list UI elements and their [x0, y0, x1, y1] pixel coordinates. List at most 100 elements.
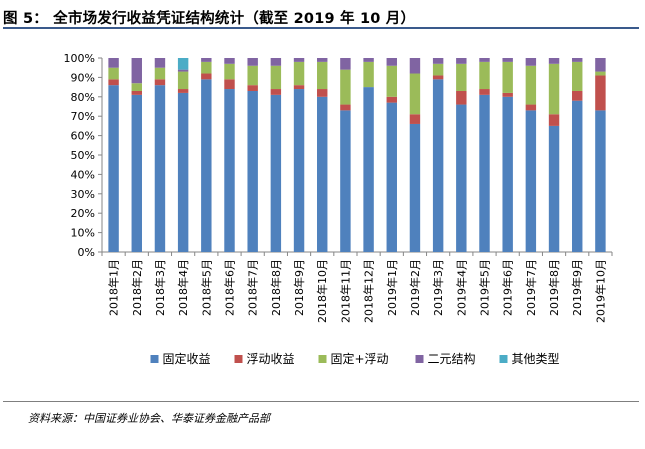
bar-segment-0 — [548, 125, 560, 252]
bar-segment-2 — [386, 65, 397, 97]
bar-segment-1 — [317, 89, 328, 97]
bar-segment-0 — [525, 110, 537, 252]
x-tick-label: 2018年2月 — [130, 259, 144, 316]
legend-label: 二元结构 — [428, 351, 476, 366]
x-tick-label: 2018年12月 — [362, 259, 376, 323]
bar-segment-0 — [201, 79, 212, 252]
bar-segment-1 — [177, 89, 189, 93]
y-tick-label: 40% — [71, 168, 95, 181]
bar-segment-1 — [154, 79, 166, 86]
bar-segment-2 — [456, 63, 467, 91]
bar-segment-2 — [131, 83, 142, 91]
legend-label: 浮动收益 — [247, 352, 295, 366]
x-tick-label: 2018年4月 — [176, 259, 190, 316]
y-tick-label: 70% — [71, 110, 95, 123]
y-tick-label: 50% — [71, 149, 95, 162]
bar-segment-0 — [154, 85, 166, 252]
bar-segment-0 — [247, 90, 258, 252]
bar-segment-0 — [317, 96, 328, 252]
legend-swatch-4 — [499, 355, 508, 363]
bar-segment-2 — [595, 71, 606, 76]
bar-segment-3 — [548, 58, 560, 64]
legend-swatch-2 — [318, 355, 327, 363]
x-tick-label: 2018年7月 — [246, 259, 260, 316]
bar-segment-2 — [201, 61, 212, 74]
bar-segment-2 — [548, 63, 560, 115]
bar-segment-1 — [131, 90, 142, 95]
x-tick-label: 2019年7月 — [524, 259, 538, 316]
bar-segment-3 — [224, 58, 235, 64]
bar-segment-1 — [525, 104, 537, 111]
bar-segment-1 — [386, 96, 397, 103]
bar-segment-0 — [340, 110, 351, 252]
bar-segment-3 — [154, 58, 166, 68]
bar-segment-3 — [479, 58, 490, 62]
legend-swatch-1 — [234, 355, 243, 363]
y-tick-label: 10% — [71, 227, 95, 240]
bar-segment-0 — [224, 89, 235, 252]
bar-segment-1 — [270, 89, 282, 95]
bar-segment-1 — [502, 92, 513, 97]
bar-segment-3 — [363, 58, 374, 62]
chart-area: 0% 10% 20% 30% 40% 50% 60% 70% 80% 90% 100% 2018年1月… — [0, 30, 645, 410]
x-tick-label: 2019年1月 — [385, 259, 399, 316]
x-tick-label: 2018年8月 — [269, 259, 283, 316]
bar-segment-2 — [340, 69, 351, 105]
legend-swatch-3 — [415, 355, 424, 363]
y-tick-label: 0% — [78, 246, 95, 259]
bar-segment-2 — [363, 61, 374, 88]
x-tick-label: 2018年9月 — [292, 259, 306, 316]
x-tick-label: 2019年8月 — [547, 259, 561, 316]
bar-segment-3 — [108, 58, 119, 68]
legend-label: 固定+浮动 — [331, 351, 389, 366]
bar-segment-2 — [108, 67, 119, 80]
bar-segment-2 — [502, 61, 513, 93]
title-bar: 图 5： 全市场发行收益凭证结构统计（截至 2019 年 10 月） — [3, 3, 639, 29]
bar-segment-1 — [224, 79, 235, 90]
bar-segment-1 — [108, 79, 119, 86]
bar-segment-3 — [247, 58, 258, 66]
x-tick-label: 2019年3月 — [431, 259, 445, 316]
bar-segment-3 — [293, 58, 305, 62]
bar-segment-2 — [479, 61, 490, 90]
y-tick-label: 100% — [64, 52, 95, 65]
x-tick-label: 2019年6月 — [501, 259, 515, 316]
bar-segment-1 — [409, 114, 421, 124]
bar-segment-1 — [432, 75, 444, 80]
x-tick-label: 2018年1月 — [107, 259, 121, 316]
x-tick-label: 2018年11月 — [338, 259, 352, 323]
bar-segment-3 — [340, 58, 351, 70]
bar-segment-2 — [247, 65, 258, 86]
bar-segment-0 — [270, 94, 282, 252]
legend-label: 固定收益 — [163, 351, 211, 366]
bar-segment-3 — [502, 58, 513, 62]
bar-segment-0 — [432, 79, 444, 252]
bar-segment-3 — [270, 58, 282, 66]
x-tick-label: 2018年10月 — [315, 259, 329, 323]
x-tick-label: 2018年5月 — [199, 259, 213, 316]
bar-segment-1 — [340, 104, 351, 111]
bar-segment-0 — [108, 85, 119, 252]
legend-swatch-0 — [150, 355, 159, 363]
x-tick-label: 2019年9月 — [570, 259, 584, 316]
bar-segment-3 — [131, 58, 142, 84]
bar-segment-1 — [548, 114, 560, 126]
bar-segment-2 — [432, 63, 444, 76]
figure-title: 图 5： 全市场发行收益凭证结构统计（截至 2019 年 10 月） — [3, 11, 416, 27]
bar-segment-1 — [572, 90, 583, 101]
bar-segment-3 — [177, 69, 189, 72]
x-tick-label: 2019年2月 — [408, 259, 422, 316]
y-tick-label: 30% — [71, 188, 95, 201]
bar-segment-2 — [525, 65, 537, 105]
bar-segment-4 — [177, 58, 189, 70]
source-note: 资料来源：中国证券业协会、华泰证券金融产品部 — [28, 412, 270, 425]
bar-segment-2 — [409, 73, 421, 115]
bar-segment-3 — [409, 58, 421, 74]
bar-segment-0 — [502, 96, 513, 252]
bar-segment-2 — [177, 71, 189, 90]
y-tick-label: 20% — [71, 207, 95, 220]
bar-segment-0 — [479, 94, 490, 252]
bar-segment-3 — [317, 58, 328, 62]
bar-segment-1 — [595, 75, 606, 111]
x-tick-label: 2018年6月 — [223, 259, 237, 316]
